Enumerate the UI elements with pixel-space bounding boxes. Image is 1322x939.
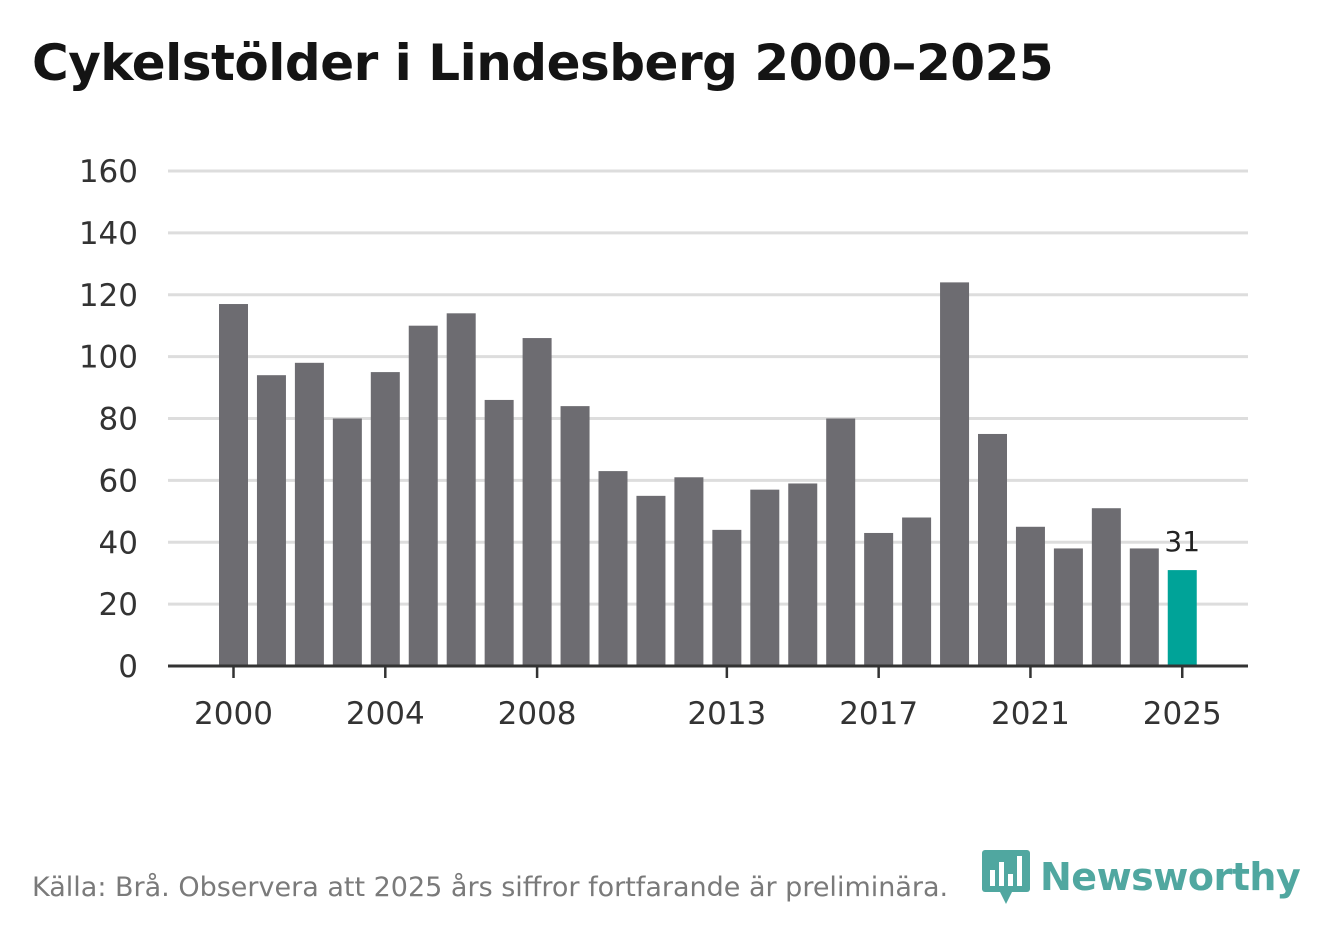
bar-2006 — [446, 313, 476, 666]
x-tick-label-2025: 2025 — [1143, 696, 1222, 732]
newsworthy-logo-icon — [982, 850, 1030, 904]
y-tick-label-60: 60 — [99, 463, 138, 499]
gridlines — [168, 169, 1248, 606]
y-tick-label-0: 0 — [118, 649, 138, 685]
bar-2023 — [1091, 508, 1121, 666]
y-tick-label-80: 80 — [99, 402, 138, 438]
bar-2013 — [712, 529, 742, 666]
bar-2025 — [1167, 570, 1197, 666]
data-labels: 31 — [1164, 525, 1200, 558]
y-axis-ticks: 0 20 40 60 80 100 120 140 160 — [79, 154, 138, 685]
bar-2022 — [1053, 548, 1083, 666]
source-note: Källa: Brå. Observera att 2025 års siffr… — [32, 872, 949, 903]
bar-2019 — [940, 282, 970, 666]
y-tick-label-160: 160 — [79, 154, 138, 190]
bar-2017 — [864, 532, 894, 666]
y-tick-label-120: 120 — [79, 278, 138, 314]
bar-2021 — [1015, 526, 1045, 666]
bar-2009 — [560, 406, 590, 666]
bar-2000 — [219, 304, 248, 666]
bar-2012 — [674, 477, 704, 666]
x-tick-label-2000: 2000 — [194, 696, 273, 732]
bar-2002 — [294, 362, 324, 666]
bar-2007 — [484, 399, 514, 666]
bar-2018 — [902, 517, 932, 666]
bar-2001 — [256, 375, 286, 666]
bar-2003 — [332, 418, 362, 666]
y-tick-label-140: 140 — [79, 216, 138, 252]
y-tick-label-40: 40 — [99, 525, 138, 561]
bar-2016 — [826, 418, 856, 666]
bar-2014 — [750, 489, 780, 666]
bar-2024 — [1129, 548, 1159, 666]
bar-2020 — [978, 433, 1007, 666]
x-tick-label-2008: 2008 — [498, 696, 577, 732]
x-tick-label-2004: 2004 — [346, 696, 425, 732]
brand-logo: Newsworthy — [982, 848, 1301, 906]
bar-2004 — [370, 372, 400, 666]
bar-2008 — [522, 338, 552, 666]
bar-2005 — [408, 325, 438, 666]
y-tick-label-20: 20 — [99, 587, 138, 623]
x-axis-ticks: 2000 2004 2008 2013 2017 2021 2025 — [194, 666, 1222, 732]
y-tick-label-100: 100 — [79, 340, 138, 376]
brand-name: Newsworthy — [1040, 855, 1301, 899]
data-label-2025: 31 — [1164, 525, 1200, 558]
x-tick-label-2013: 2013 — [687, 696, 766, 732]
bars — [219, 282, 1197, 666]
x-tick-label-2021: 2021 — [991, 696, 1070, 732]
chart-title: Cykelstölder i Lindesberg 2000–2025 — [32, 34, 1054, 92]
bar-2011 — [636, 495, 666, 666]
x-tick-label-2017: 2017 — [839, 696, 918, 732]
bar-2010 — [598, 471, 628, 666]
bar-2015 — [788, 483, 818, 666]
